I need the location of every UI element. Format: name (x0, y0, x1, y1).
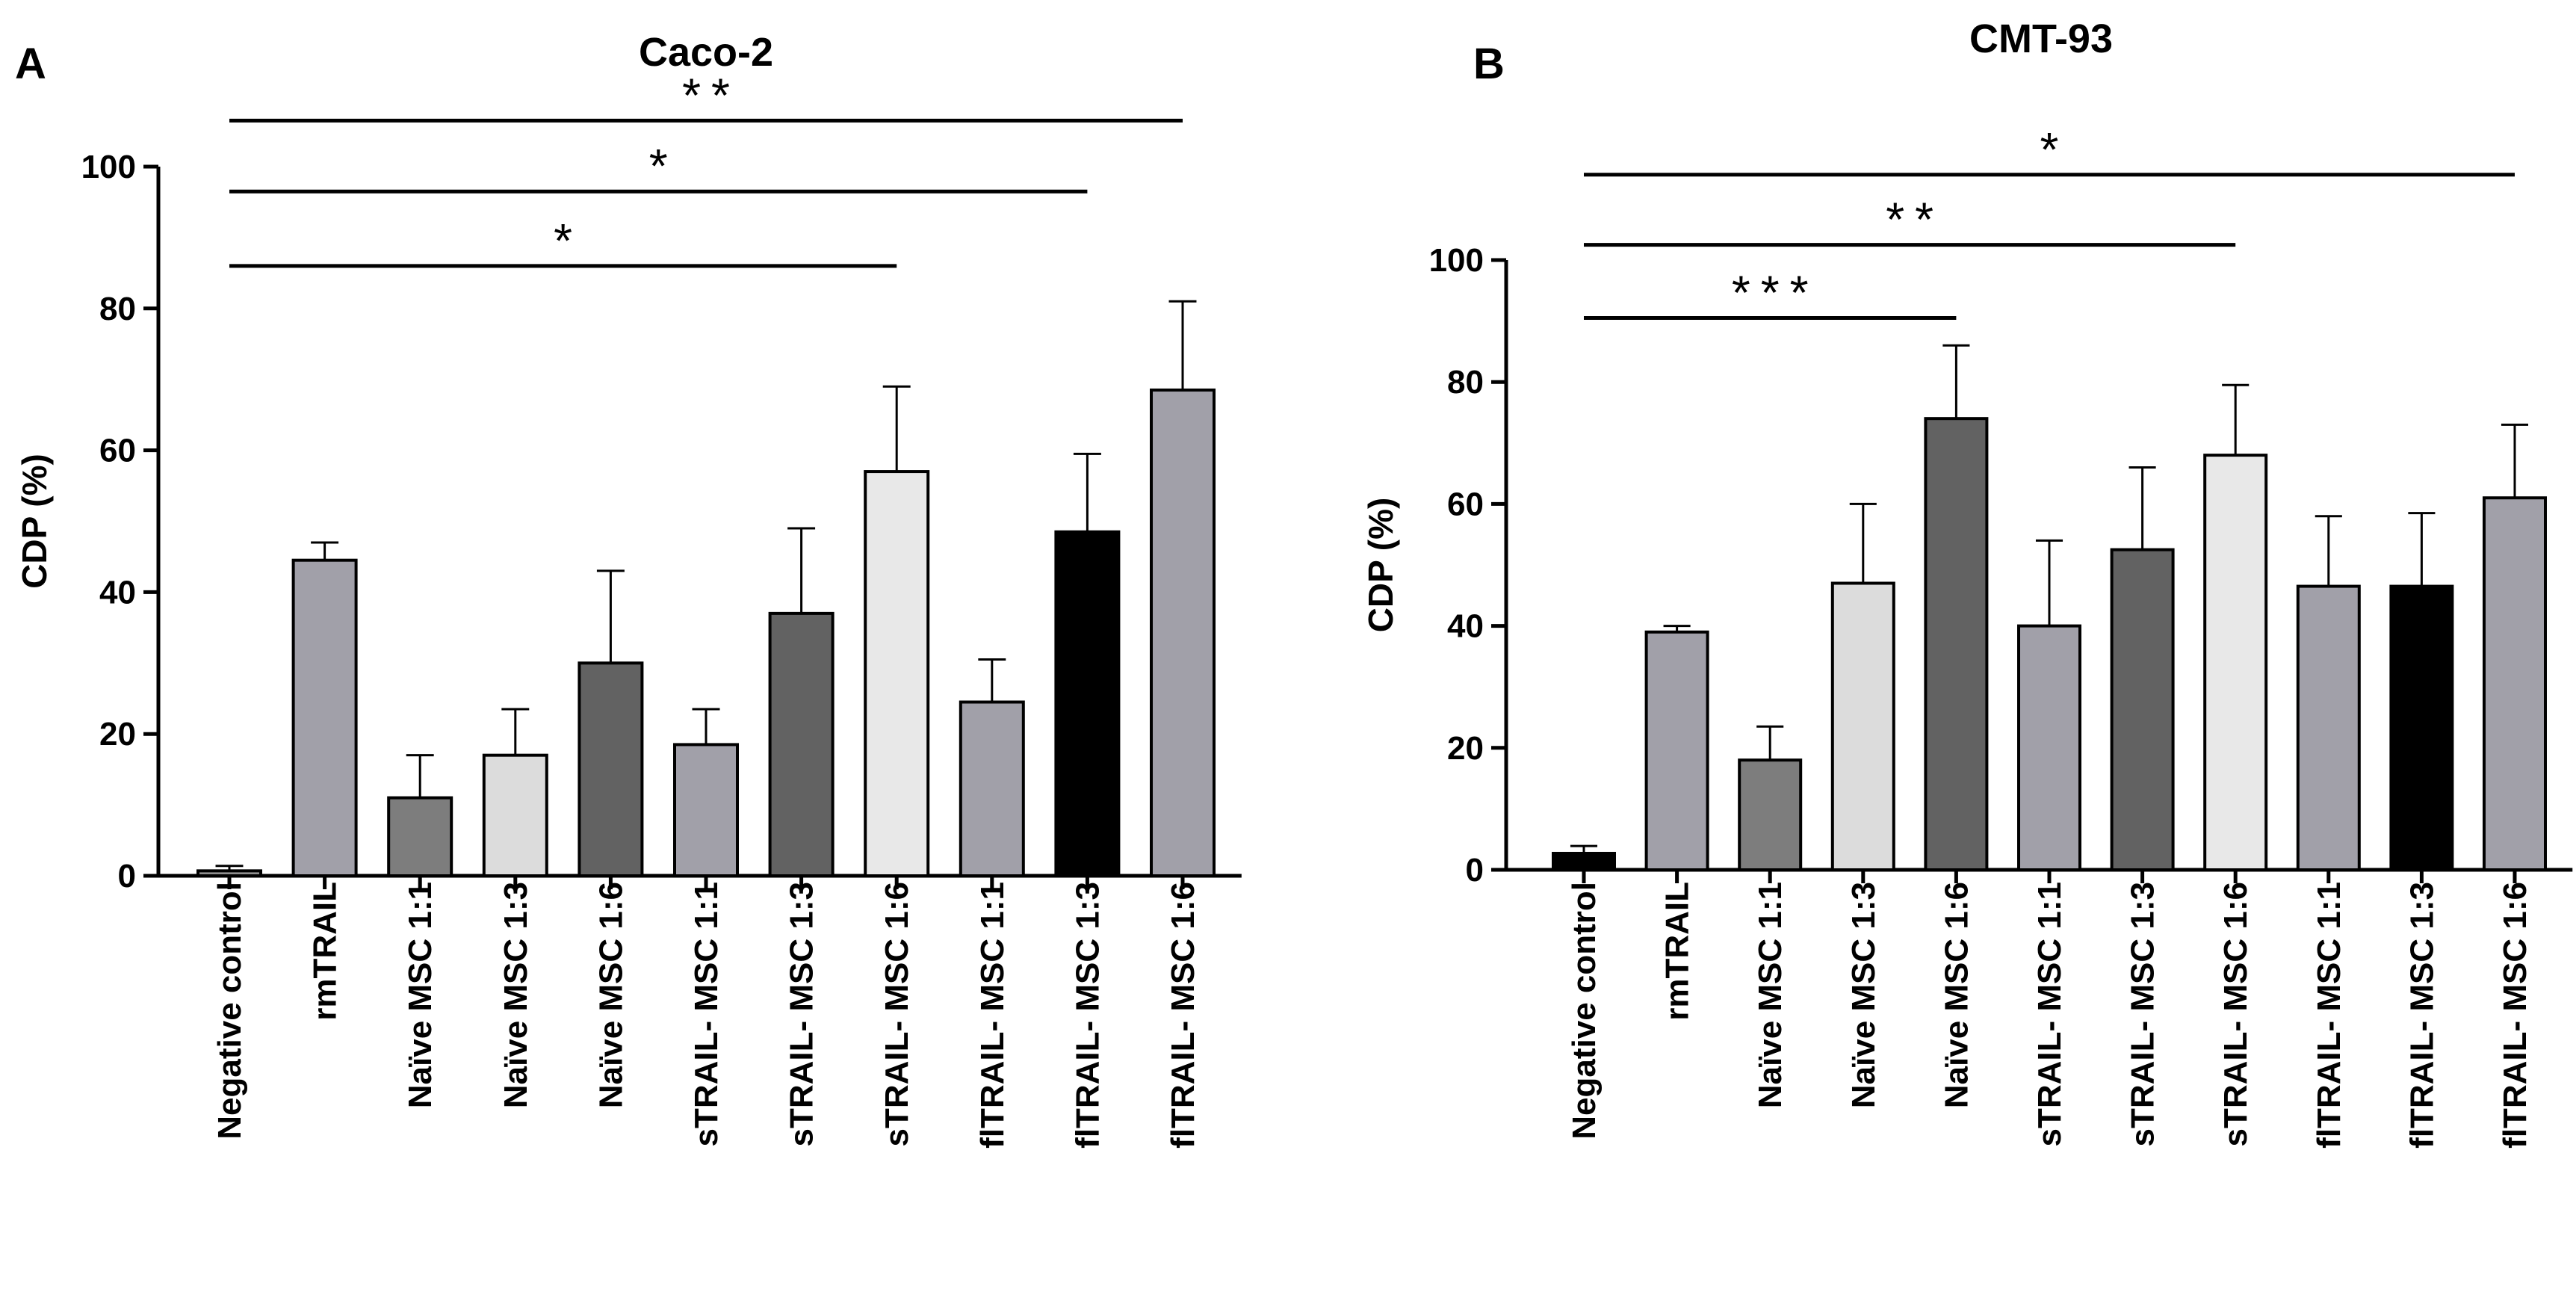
y-tick-label: 60 (1447, 486, 1484, 522)
category-label: sTRAIL- MSC 1:6 (879, 882, 915, 1146)
category-label: Negative control (1566, 882, 1603, 1140)
bar (2017, 624, 2081, 871)
category-label: flTRAIL- MSC 1:6 (2497, 882, 2533, 1149)
y-tick-label: 80 (99, 291, 136, 327)
chart-title: CMT-93 (1969, 16, 2113, 61)
chart-title: Caco-2 (639, 30, 773, 75)
bar (1830, 581, 1895, 871)
category-label: Naïve MSC 1:6 (1938, 882, 1975, 1108)
bar (2389, 584, 2454, 871)
y-axis-label: CDP (%) (15, 454, 54, 589)
bar (673, 743, 739, 877)
bar (864, 470, 930, 877)
y-tick-label: 60 (99, 433, 136, 469)
category-label: Naïve MSC 1:3 (1845, 882, 1882, 1108)
panel-letter: A (15, 40, 46, 88)
chart-panel-a: A Caco-2 CDP (%) 0 20 40 60 80 100 Negative contr… (15, 30, 1242, 1149)
category-label: rmTRAIL (307, 882, 344, 1021)
y-tick-label: 0 (118, 858, 136, 894)
category-label: sTRAIL- MSC 1:3 (784, 882, 820, 1146)
bar (2296, 584, 2361, 871)
category-label: Negative control (211, 882, 248, 1140)
bar (1738, 758, 1803, 871)
y-tick-label: 20 (1447, 730, 1484, 767)
category-label: sTRAIL- MSC 1:1 (688, 882, 725, 1146)
chart-panel-b: B CMT-93 CDP (%) 0 20 40 60 80 100 Negative contr… (1361, 16, 2573, 1149)
y-tick-label: 0 (1466, 852, 1484, 888)
y-tick-label: 20 (99, 716, 136, 752)
category-label: Naïve MSC 1:6 (592, 882, 629, 1108)
bar (2110, 548, 2175, 871)
bar (1054, 530, 1121, 877)
category-label: flTRAIL- MSC 1:6 (1165, 882, 1201, 1149)
y-tick-label: 80 (1447, 364, 1484, 401)
bar (291, 558, 358, 877)
y-tick-label: 100 (1429, 242, 1484, 279)
category-label: flTRAIL- MSC 1:1 (2311, 882, 2347, 1149)
bar (768, 611, 835, 877)
category-label: flTRAIL- MSC 1:3 (1069, 882, 1106, 1149)
y-axis-label: CDP (%) (1361, 498, 1400, 633)
significance-label: *** (1732, 266, 1819, 320)
bar (2483, 496, 2547, 871)
category-label: flTRAIL- MSC 1:1 (974, 882, 1011, 1149)
significance-label: ** (1886, 193, 1944, 247)
significance-label: ** (682, 68, 740, 122)
bar (1644, 630, 1709, 871)
bar (1150, 388, 1216, 877)
bar (1924, 417, 1989, 871)
category-label: flTRAIL- MSC 1:3 (2403, 882, 2440, 1149)
bar (959, 700, 1025, 877)
bar (387, 796, 453, 877)
bar (1552, 851, 1616, 872)
category-label: Naïve MSC 1:1 (402, 882, 439, 1108)
category-label: rmTRAIL (1659, 882, 1696, 1021)
bar (196, 869, 262, 878)
bar (2203, 454, 2268, 871)
bar (578, 661, 644, 877)
category-label: Naïve MSC 1:1 (1752, 882, 1789, 1108)
category-label: sTRAIL- MSC 1:6 (2217, 882, 2254, 1146)
significance-label: * (554, 214, 583, 268)
bar (482, 753, 548, 877)
y-tick-label: 40 (1447, 608, 1484, 645)
y-tick-label: 40 (99, 574, 136, 611)
category-label: sTRAIL- MSC 1:1 (2031, 882, 2068, 1146)
significance-label: * (649, 139, 678, 193)
category-label: Naïve MSC 1:3 (498, 882, 534, 1108)
y-tick-label: 100 (81, 149, 136, 185)
category-label: sTRAIL- MSC 1:3 (2125, 882, 2161, 1146)
significance-label: * (2040, 123, 2069, 176)
panel-letter: B (1473, 40, 1505, 88)
